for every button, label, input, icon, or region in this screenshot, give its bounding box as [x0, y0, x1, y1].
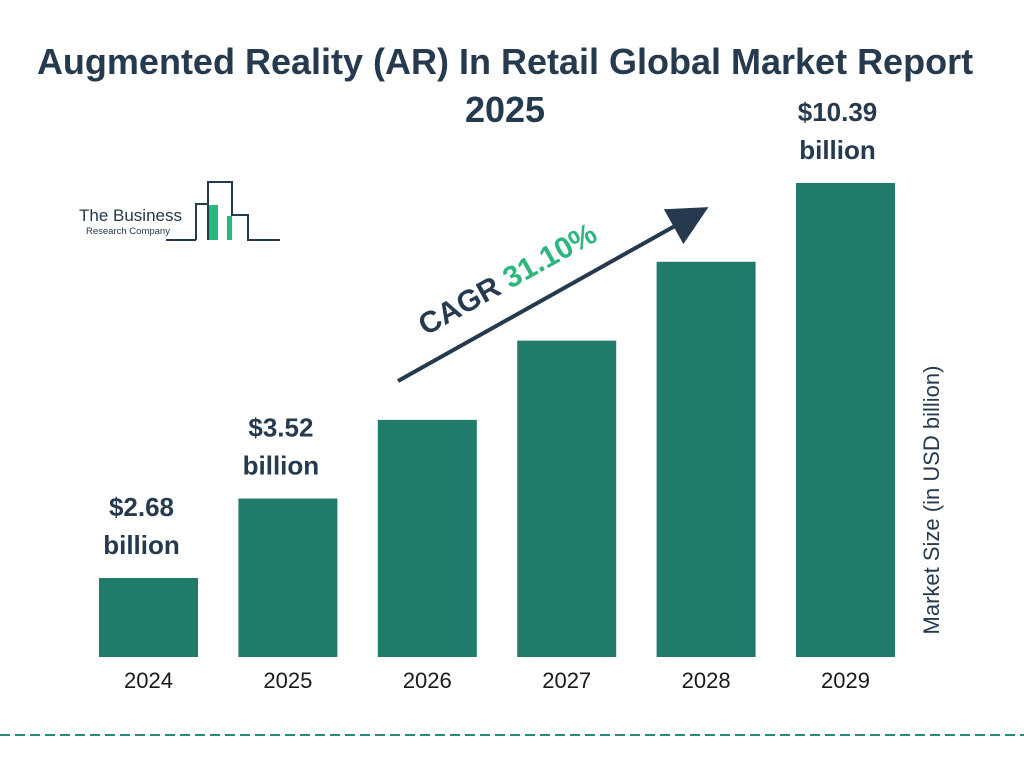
- x-tick-label: 2024: [124, 668, 173, 693]
- data-label: $3.52: [248, 413, 313, 443]
- bar-2024: [99, 578, 198, 657]
- x-tick-label: 2027: [542, 668, 591, 693]
- logo-text: The Business: [79, 206, 182, 225]
- x-tick-label: 2025: [263, 668, 312, 693]
- logo-icon: [166, 181, 280, 241]
- cagr-arrow: [397, 207, 709, 383]
- data-label: $2.68: [109, 492, 174, 522]
- data-label: billion: [243, 451, 320, 481]
- bar-2028: [656, 261, 756, 657]
- x-tick-label: 2029: [821, 668, 870, 693]
- x-tick-label: 2028: [682, 668, 731, 693]
- bar-2026: [377, 419, 477, 657]
- chart-title: Augmented Reality (AR) In Retail Global …: [36, 41, 974, 130]
- y-axis-label: Market Size (in USD billion): [919, 365, 944, 635]
- bar-2025: [238, 498, 338, 657]
- bar-2029: [796, 183, 895, 657]
- x-tick-label: 2026: [403, 668, 452, 693]
- bar-2027: [517, 340, 617, 657]
- data-label: billion: [103, 530, 180, 560]
- logo-subtext: Research Company: [86, 226, 170, 237]
- data-label: $10.39: [798, 97, 878, 127]
- data-label: billion: [799, 135, 876, 165]
